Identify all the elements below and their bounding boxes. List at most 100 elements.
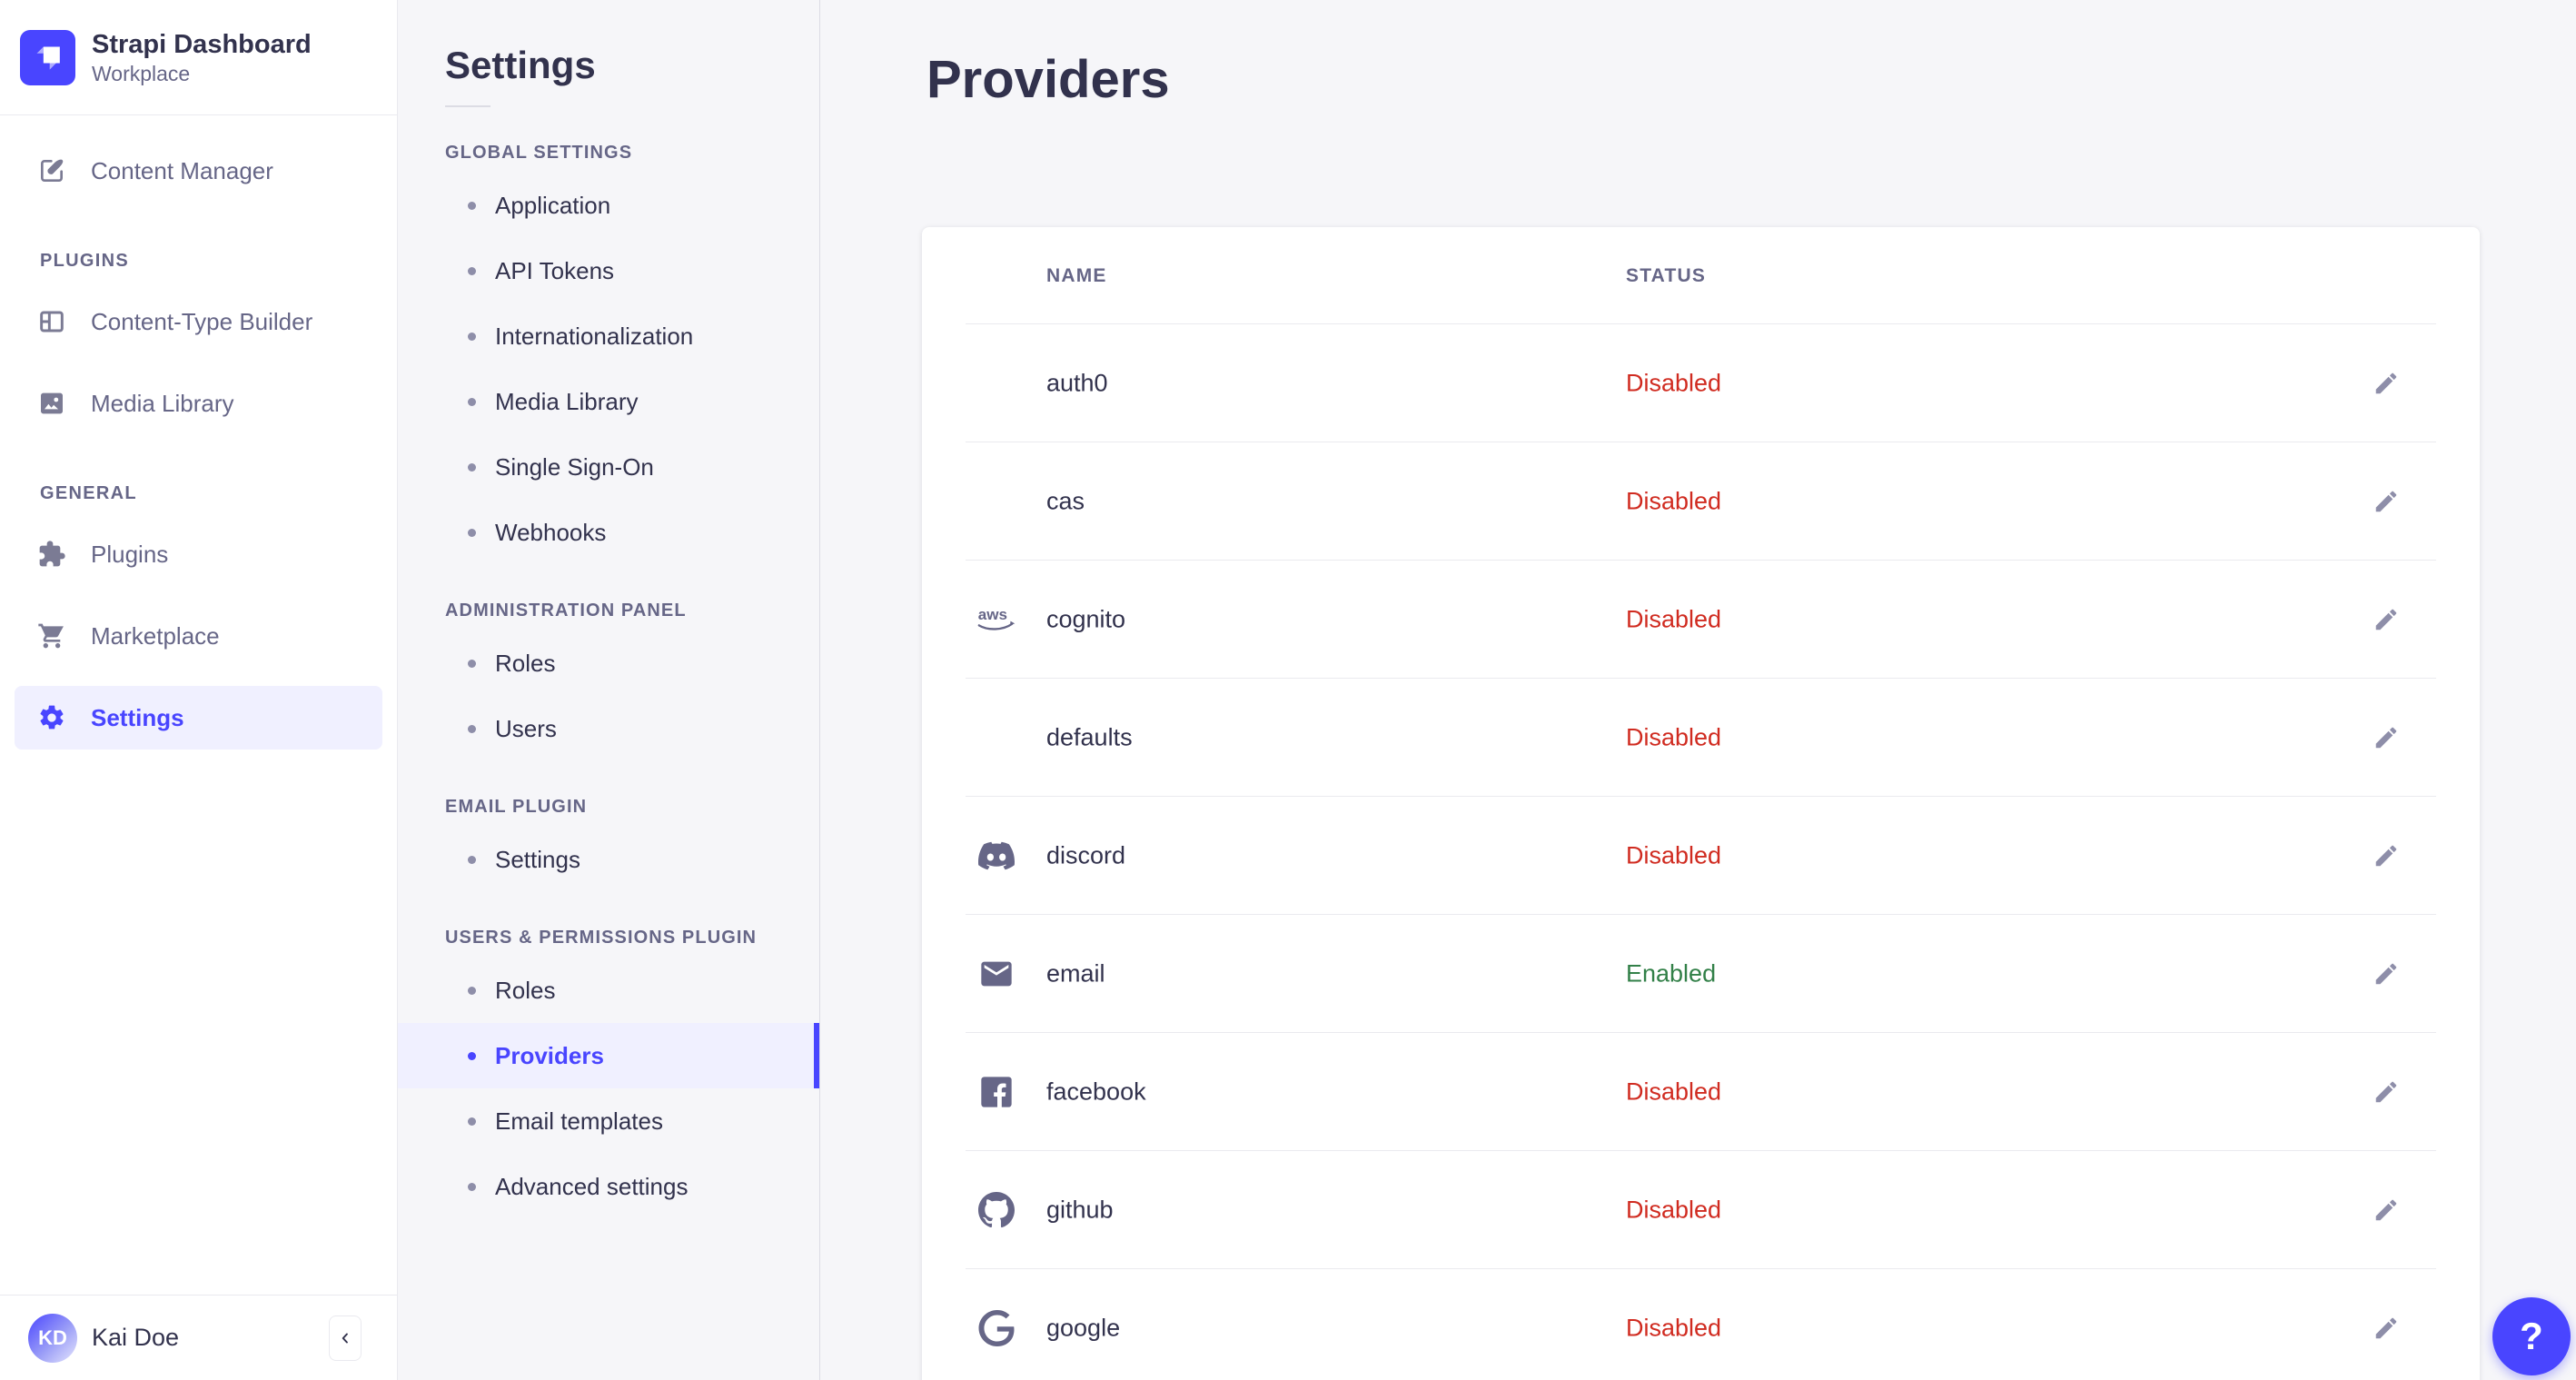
edit-provider-button[interactable] — [2365, 1071, 2407, 1113]
edit-provider-button[interactable] — [2365, 835, 2407, 877]
pencil-icon — [2373, 370, 2400, 397]
pencil-icon — [2373, 1196, 2400, 1224]
subnav-item-single-sign-on[interactable]: Single Sign-On — [398, 434, 819, 500]
status-badge: Disabled — [1626, 605, 1722, 633]
sidebar-footer: KD Kai Doe — [0, 1295, 397, 1380]
subnav-section-global-settings: GLOBAL SETTINGS Application API Tokens Inte… — [398, 133, 819, 565]
subnav-item-label: Webhooks — [495, 518, 607, 546]
subnav-item-users[interactable]: Users — [398, 696, 819, 761]
table-row-facebook: facebook Disabled — [922, 1033, 2480, 1151]
edit-provider-button[interactable] — [2365, 599, 2407, 640]
collapse-sidebar-button[interactable] — [329, 1315, 362, 1361]
bullet-icon — [468, 1182, 476, 1191]
provider-name: discord — [1046, 841, 1126, 869]
subnav-item-webhooks[interactable]: Webhooks — [398, 500, 819, 565]
subnav-item-email-templates[interactable]: Email templates — [398, 1088, 819, 1154]
bullet-icon — [468, 397, 476, 406]
table-row-cognito: aws cognito Disabled — [922, 561, 2480, 679]
edit-provider-button[interactable] — [2365, 1189, 2407, 1231]
provider-name: github — [1046, 1196, 1114, 1224]
status-badge: Enabled — [1626, 959, 1717, 988]
subnav-item-api-tokens[interactable]: API Tokens — [398, 238, 819, 303]
pencil-icon — [2373, 1078, 2400, 1106]
provider-name: email — [1046, 959, 1105, 988]
pencil-icon — [2373, 960, 2400, 988]
subnav-item-label: Internationalization — [495, 322, 694, 350]
subnav-item-advanced-settings[interactable]: Advanced settings — [398, 1154, 819, 1219]
content-manager-icon — [36, 155, 67, 186]
status-badge: Disabled — [1626, 723, 1722, 751]
subnav-item-label: Single Sign-On — [495, 452, 654, 481]
column-header-status: STATUS — [1626, 264, 1707, 286]
subnav-item-application[interactable]: Application — [398, 173, 819, 238]
subnav-item-label: Providers — [495, 1041, 604, 1069]
subnav-item-settings[interactable]: Settings — [398, 827, 819, 892]
sidebar-item-content-type-builder[interactable]: Content-Type Builder — [0, 281, 397, 362]
bullet-icon — [468, 462, 476, 472]
provider-name: facebook — [1046, 1077, 1146, 1106]
sidebar-item-media-library[interactable]: Media Library — [0, 362, 397, 444]
bullet-icon — [468, 528, 476, 537]
google-icon — [974, 1269, 1019, 1380]
chevron-left-icon — [337, 1330, 353, 1346]
subnav-item-internationalization[interactable]: Internationalization — [398, 303, 819, 369]
strapi-logo-icon — [20, 29, 75, 85]
subnav-item-roles[interactable]: Roles — [398, 958, 819, 1023]
bullet-icon — [468, 1051, 476, 1060]
help-button[interactable]: ? — [2492, 1297, 2571, 1375]
subnav-section-label: EMAIL PLUGIN — [445, 797, 588, 817]
provider-name: auth0 — [1046, 369, 1108, 397]
edit-provider-button[interactable] — [2365, 1307, 2407, 1349]
subnav-item-label: Application — [495, 191, 611, 219]
subnav-item-label: Roles — [495, 649, 556, 677]
subnav-section-label: ADMINISTRATION PANEL — [445, 601, 687, 621]
bullet-icon — [468, 659, 476, 668]
table-row-discord: discord Disabled — [922, 797, 2480, 915]
sidebar-item-marketplace[interactable]: Marketplace — [0, 595, 397, 677]
subnav-divider — [445, 105, 490, 107]
subnav-item-label: API Tokens — [495, 256, 615, 284]
sidebar-section-plugins: PLUGINS — [40, 251, 129, 271]
provider-icon-empty — [974, 679, 1019, 797]
status-badge: Disabled — [1626, 841, 1722, 869]
envelope-icon — [974, 915, 1019, 1033]
pencil-icon — [2373, 488, 2400, 515]
sidebar-item-content-manager[interactable]: Content Manager — [0, 130, 397, 212]
column-header-name: NAME — [1046, 264, 1107, 286]
pencil-icon — [2373, 724, 2400, 751]
sidebar-item-settings[interactable]: Settings — [15, 686, 382, 750]
sidebar-nav: Content Manager PLUGINS Content-Type Build… — [0, 115, 397, 750]
subnav-item-roles[interactable]: Roles — [398, 630, 819, 696]
subnav-item-media-library[interactable]: Media Library — [398, 369, 819, 434]
subnav-item-label: Media Library — [495, 387, 639, 415]
edit-provider-button[interactable] — [2365, 481, 2407, 522]
status-badge: Disabled — [1626, 487, 1722, 515]
discord-icon — [974, 797, 1019, 915]
svg-text:aws: aws — [978, 606, 1007, 623]
user-menu[interactable]: KD Kai Doe — [28, 1313, 179, 1363]
media-library-icon — [36, 388, 67, 419]
subnav-item-label: Roles — [495, 976, 556, 1004]
table-body: auth0 Disabled cas Disabled aws cognito Disabl… — [922, 324, 2480, 1380]
sidebar: Strapi Dashboard Workplace Content Manag… — [0, 0, 398, 1380]
edit-provider-button[interactable] — [2365, 717, 2407, 759]
subnav-item-label: Email templates — [495, 1107, 663, 1135]
table-row-github: github Disabled — [922, 1151, 2480, 1269]
sidebar-item-label: Content Manager — [91, 156, 273, 184]
table-row-auth0: auth0 Disabled — [922, 324, 2480, 442]
facebook-icon — [974, 1033, 1019, 1151]
provider-name: defaults — [1046, 723, 1133, 751]
subnav-section-label: USERS & PERMISSIONS PLUGIN — [445, 928, 758, 948]
sidebar-item-plugins[interactable]: Plugins — [0, 513, 397, 595]
subnav-item-label: Advanced settings — [495, 1172, 689, 1200]
bullet-icon — [468, 332, 476, 341]
subnav-item-providers[interactable]: Providers — [398, 1023, 819, 1088]
pencil-icon — [2373, 606, 2400, 633]
provider-icon-empty — [974, 324, 1019, 442]
subnav-item-label: Settings — [495, 845, 580, 873]
avatar: KD — [28, 1313, 77, 1363]
edit-provider-button[interactable] — [2365, 362, 2407, 404]
table-row-google: google Disabled — [922, 1269, 2480, 1380]
edit-provider-button[interactable] — [2365, 953, 2407, 995]
app-title: Strapi Dashboard — [92, 29, 312, 59]
